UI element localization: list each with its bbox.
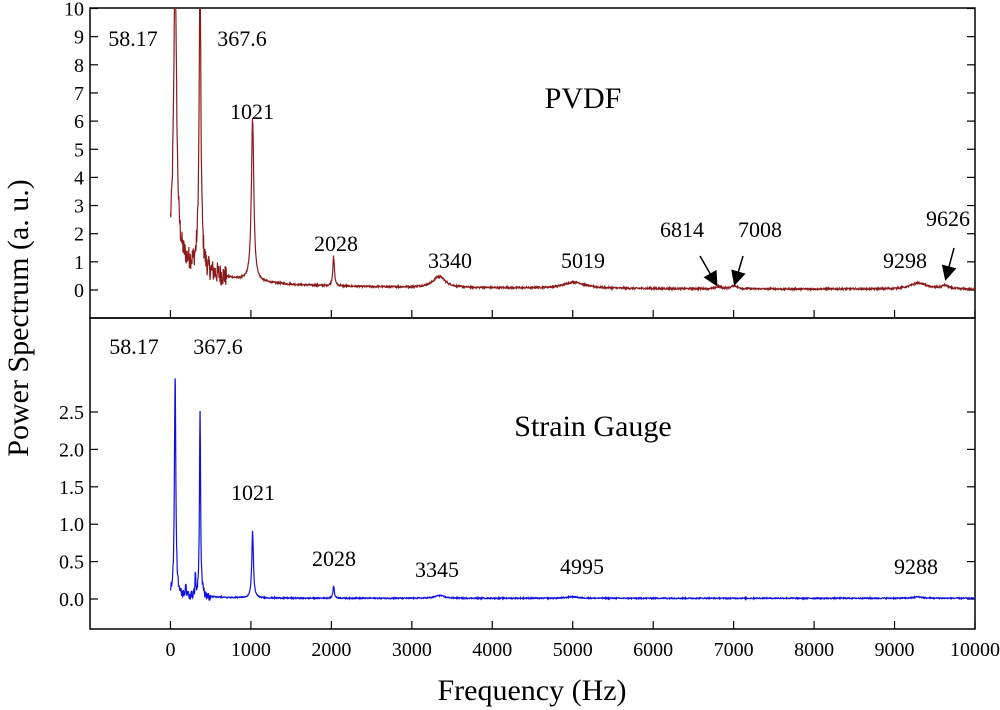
x-tick-label: 4000	[472, 639, 512, 661]
strain-gauge-y-tick-label: 2.0	[59, 439, 84, 461]
x-tick-label: 6000	[633, 639, 673, 661]
pvdf-peak-label: 1021	[230, 99, 274, 124]
x-tick-label: 1000	[231, 639, 271, 661]
pvdf-y-tick-label: 5	[74, 139, 84, 161]
pvdf-peak-label: 3340	[428, 248, 472, 273]
pvdf-peak-label: 7008	[738, 217, 782, 242]
pvdf-peak-label: 2028	[314, 231, 358, 256]
pvdf-peak-label: 58.17	[108, 26, 158, 51]
pvdf-panel-title: PVDF	[545, 82, 622, 115]
strain-gauge-panel: 0.0 0.5 1.0 1.5 2.0 2.5 58.17 367.6 1021 2028 334…	[59, 317, 976, 630]
arrow-7008	[731, 255, 746, 286]
strain-gauge-peak-label: 9288	[894, 554, 938, 579]
x-tick-label: 2000	[311, 639, 351, 661]
strain-gauge-peak-label: 2028	[312, 546, 356, 571]
x-tick-label: 8000	[794, 639, 834, 661]
strain-gauge-peak-labels: 58.17 367.6 1021 2028 3345 4995 9288	[109, 334, 938, 582]
x-axis: 0 1000 2000 3000 4000 5000 6000 7000 8000 9000 100…	[165, 310, 1000, 661]
pvdf-y-tick-label: 7	[74, 83, 84, 105]
strain-gauge-y-axis: 0.0 0.5 1.0 1.5 2.0 2.5	[59, 402, 975, 611]
x-tick-label: 0	[165, 639, 175, 661]
arrow-6814	[699, 255, 718, 287]
y-axis-title: Power Spectrum (a. u.)	[2, 179, 35, 456]
x-tick-label: 7000	[714, 639, 754, 661]
strain-gauge-y-tick-label: 0.0	[59, 589, 84, 611]
pvdf-peak-label: 367.6	[217, 26, 267, 51]
pvdf-spectrum-line	[169, 8, 975, 293]
pvdf-y-tick-label: 4	[74, 167, 84, 189]
pvdf-series	[169, 8, 975, 293]
pvdf-peak-labels: 58.17 367.6 1021 2028 3340 5019 6814 7008 9298 96…	[108, 26, 970, 287]
strain-gauge-y-tick-label: 1.5	[59, 477, 84, 499]
strain-gauge-spectrum-line	[169, 378, 975, 602]
x-tick-label: 3000	[392, 639, 432, 661]
strain-gauge-plot-frame	[89, 317, 976, 630]
strain-gauge-y-tick-label: 2.5	[59, 402, 84, 424]
strain-gauge-y-tick-label: 1.0	[59, 514, 84, 536]
strain-gauge-peak-label: 4995	[560, 554, 604, 579]
strain-gauge-panel-title: Strain Gauge	[514, 410, 671, 443]
pvdf-y-tick-label: 1	[74, 252, 84, 274]
pvdf-panel: 0 1 2 3 4 5 6 7 8 9 10 58.17 367.6 1021 2028 3340 5019 6…	[64, 0, 976, 319]
x-axis-title: Frequency (Hz)	[437, 674, 626, 707]
x-tick-label: 10000	[950, 639, 1000, 661]
x-tick-label: 9000	[875, 639, 915, 661]
pvdf-peak-label: 9626	[926, 206, 970, 231]
pvdf-y-tick-label: 6	[74, 111, 84, 133]
strain-gauge-peak-label: 58.17	[109, 334, 159, 359]
x-tick-label: 5000	[553, 639, 593, 661]
pvdf-y-tick-label: 9	[74, 27, 84, 49]
strain-gauge-y-tick-label: 0.5	[59, 552, 84, 574]
strain-gauge-peak-label: 367.6	[193, 334, 243, 359]
arrow-9626	[941, 247, 957, 281]
pvdf-y-tick-label: 3	[74, 196, 84, 218]
pvdf-y-tick-label: 10	[64, 0, 84, 21]
pvdf-y-axis: 0 1 2 3 4 5 6 7 8 9 10	[64, 0, 975, 302]
pvdf-peak-label: 6814	[660, 217, 704, 242]
pvdf-y-tick-label: 0	[74, 280, 84, 302]
pvdf-y-tick-label: 2	[74, 224, 84, 246]
strain-gauge-peak-label: 1021	[231, 480, 275, 505]
pvdf-peak-label: 9298	[883, 248, 927, 273]
pvdf-y-tick-label: 8	[74, 55, 84, 77]
pvdf-peak-label: 5019	[561, 248, 605, 273]
strain-gauge-peak-label: 3345	[415, 557, 459, 582]
strain-gauge-series	[169, 378, 975, 602]
